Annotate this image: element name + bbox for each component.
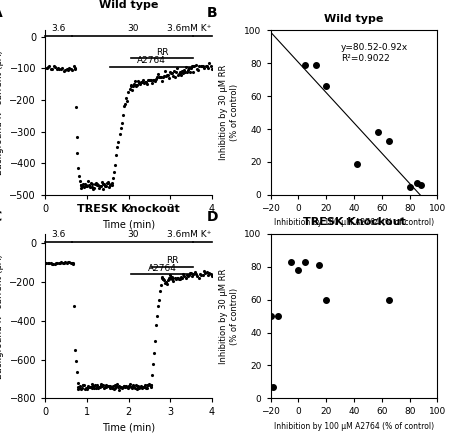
Text: 3.6mM K⁺: 3.6mM K⁺ xyxy=(167,230,211,239)
Text: 30: 30 xyxy=(127,230,138,239)
Point xyxy=(353,160,360,167)
Y-axis label: Inhibition by 30 μM RR
(% of control): Inhibition by 30 μM RR (% of control) xyxy=(219,65,239,160)
Title: TRESK Knockout: TRESK Knockout xyxy=(77,204,180,213)
Text: 3.6: 3.6 xyxy=(51,230,66,239)
Text: A2764: A2764 xyxy=(137,56,166,65)
Text: A2764: A2764 xyxy=(147,264,176,273)
Point xyxy=(302,61,309,68)
Point xyxy=(413,180,420,187)
Point xyxy=(385,137,392,144)
Text: RR: RR xyxy=(156,48,168,57)
Text: 3.6: 3.6 xyxy=(51,24,66,33)
Point xyxy=(274,313,281,320)
Point xyxy=(417,181,424,188)
Point xyxy=(385,296,392,303)
Title: Wild type: Wild type xyxy=(324,14,384,24)
Point xyxy=(322,296,330,303)
Point xyxy=(302,259,309,265)
Text: D: D xyxy=(207,210,219,224)
Title: TRESK Knockout: TRESK Knockout xyxy=(303,217,405,227)
Y-axis label: Background K⁺ current (pA): Background K⁺ current (pA) xyxy=(0,254,4,378)
Point xyxy=(374,129,381,136)
Text: y=80.52-0.92x
R²=0.9022: y=80.52-0.92x R²=0.9022 xyxy=(341,43,408,63)
X-axis label: Time (min): Time (min) xyxy=(102,220,155,229)
Point xyxy=(322,83,330,90)
Title: Wild type: Wild type xyxy=(99,0,158,10)
Text: 30: 30 xyxy=(127,24,138,33)
Text: 3.6mM K⁺: 3.6mM K⁺ xyxy=(167,24,211,33)
Text: B: B xyxy=(207,6,218,20)
Point xyxy=(295,267,302,274)
Point xyxy=(270,383,277,390)
Text: C: C xyxy=(0,210,2,224)
Point xyxy=(406,183,413,190)
X-axis label: Inhibition by 100 μM A2764 (% of control): Inhibition by 100 μM A2764 (% of control… xyxy=(274,422,434,431)
Point xyxy=(313,61,320,68)
X-axis label: Time (min): Time (min) xyxy=(102,423,155,433)
Point xyxy=(267,313,274,320)
Y-axis label: Background K⁺ current (pA): Background K⁺ current (pA) xyxy=(0,50,4,175)
Text: RR: RR xyxy=(166,256,179,265)
Text: A: A xyxy=(0,6,2,20)
Point xyxy=(316,262,323,268)
X-axis label: Inhibition by 100 μM A2764 (% of control): Inhibition by 100 μM A2764 (% of control… xyxy=(274,218,434,227)
Point xyxy=(288,259,295,265)
Y-axis label: Inhibition by 30 μM RR
(% of control): Inhibition by 30 μM RR (% of control) xyxy=(219,268,239,364)
